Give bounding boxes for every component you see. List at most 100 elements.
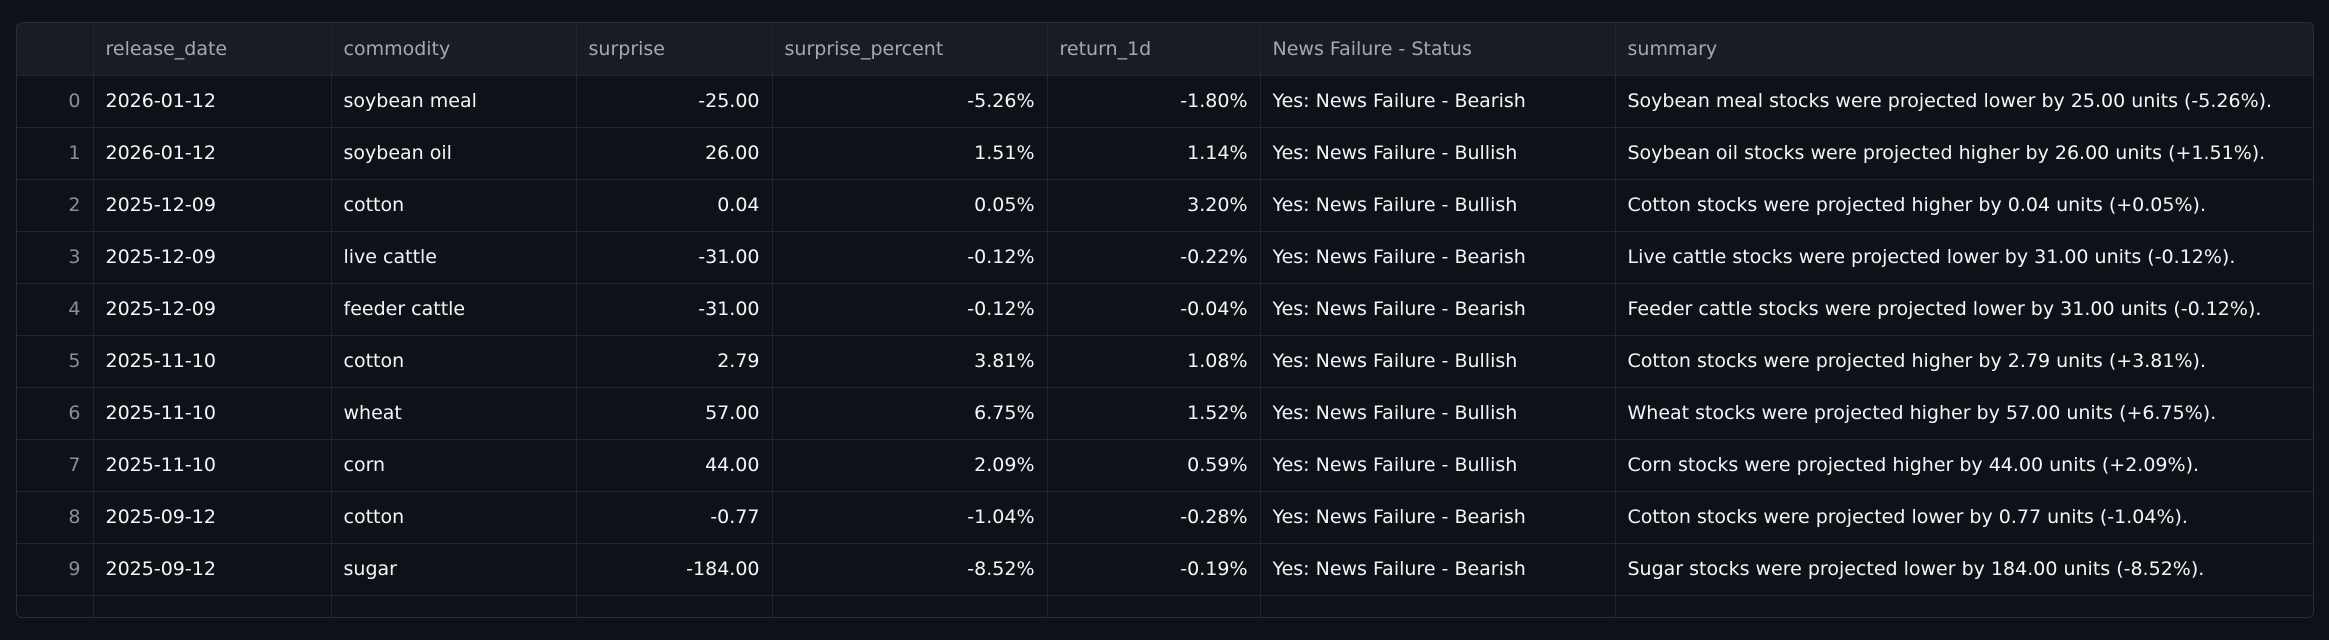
table-cell: 2025-09-12 — [93, 491, 332, 544]
table-cell: Feeder cattle stocks were projected lowe… — [1615, 283, 2313, 336]
empty-cell — [1615, 595, 2313, 617]
table-cell: Yes: News Failure - Bullish — [1260, 335, 1616, 388]
table-cell: live cattle — [331, 231, 577, 284]
table-cell: -0.12% — [772, 283, 1048, 336]
table-cell: Yes: News Failure - Bearish — [1260, 75, 1616, 128]
table-cell: 3.20% — [1047, 179, 1261, 232]
table-cell: Soybean oil stocks were projected higher… — [1615, 127, 2313, 180]
table-cell: feeder cattle — [331, 283, 577, 336]
table-row: 8 2025-09-12 cotton -0.77 -1.04% -0.28% Yes: N… — [17, 491, 2313, 544]
table-cell: -0.22% — [1047, 231, 1261, 284]
table-cell: -25.00 — [576, 75, 773, 128]
table-row: 1 2026-01-12 soybean oil 26.00 1.51% 1.14% Yes… — [17, 127, 2313, 180]
row-index: 8 — [17, 491, 94, 544]
table-row: 3 2025-12-09 live cattle -31.00 -0.12% -0.22%… — [17, 231, 2313, 284]
row-index: 1 — [17, 127, 94, 180]
empty-cell — [93, 595, 332, 617]
table-cell: Soybean meal stocks were projected lower… — [1615, 75, 2313, 128]
table-cell: -0.19% — [1047, 543, 1261, 596]
table-cell: Yes: News Failure - Bullish — [1260, 387, 1616, 440]
table-cell: 2025-11-10 — [93, 335, 332, 388]
table-cell: -1.04% — [772, 491, 1048, 544]
table-cell: 2025-12-09 — [93, 283, 332, 336]
table-cell: soybean meal — [331, 75, 577, 128]
empty-cell — [1260, 595, 1616, 617]
table-cell: Yes: News Failure - Bullish — [1260, 439, 1616, 492]
table-cell: Yes: News Failure - Bearish — [1260, 543, 1616, 596]
table-row: 0 2026-01-12 soybean meal -25.00 -5.26% -1.80… — [17, 75, 2313, 128]
table-cell: Cotton stocks were projected higher by 2… — [1615, 335, 2313, 388]
table-cell: corn — [331, 439, 577, 492]
table-cell: sugar — [331, 543, 577, 596]
column-header: summary — [1615, 23, 2313, 76]
index-header — [17, 23, 94, 76]
empty-cell — [772, 595, 1048, 617]
table-cell: -1.80% — [1047, 75, 1261, 128]
table-cell: 2025-11-10 — [93, 439, 332, 492]
table-cell: Yes: News Failure - Bearish — [1260, 231, 1616, 284]
column-header: release_date — [93, 23, 332, 76]
empty-cell — [331, 595, 577, 617]
table-cell: Corn stocks were projected higher by 44.… — [1615, 439, 2313, 492]
table-cell: -0.77 — [576, 491, 773, 544]
dataframe: release_date commodity surprise surprise_pe… — [16, 22, 2314, 618]
table-cell: 1.52% — [1047, 387, 1261, 440]
table-cell: Wheat stocks were projected higher by 57… — [1615, 387, 2313, 440]
table-row: 9 2025-09-12 sugar -184.00 -8.52% -0.19% Yes: … — [17, 543, 2313, 596]
row-index: 2 — [17, 179, 94, 232]
table-cell: -31.00 — [576, 231, 773, 284]
table-cell: -0.04% — [1047, 283, 1261, 336]
table-cell: -0.28% — [1047, 491, 1261, 544]
table-cell: 2026-01-12 — [93, 75, 332, 128]
column-header: commodity — [331, 23, 577, 76]
table-cell: 0.05% — [772, 179, 1048, 232]
table-cell: cotton — [331, 335, 577, 388]
table-row: 6 2025-11-10 wheat 57.00 6.75% 1.52% Yes: News… — [17, 387, 2313, 440]
table-cell: 3.81% — [772, 335, 1048, 388]
data-table: release_date commodity surprise surprise_pe… — [17, 23, 2313, 617]
row-index: 0 — [17, 75, 94, 128]
table-row: 4 2025-12-09 feeder cattle -31.00 -0.12% -0.0… — [17, 283, 2313, 336]
table-cell: 2025-12-09 — [93, 231, 332, 284]
empty-cell — [1047, 595, 1261, 617]
table-cell: 0.59% — [1047, 439, 1261, 492]
table-row: 2 2025-12-09 cotton 0.04 0.05% 3.20% Yes: News… — [17, 179, 2313, 232]
row-index: 7 — [17, 439, 94, 492]
row-index: 4 — [17, 283, 94, 336]
header-row: release_date commodity surprise surprise_pe… — [17, 23, 2313, 76]
table-cell: 2025-12-09 — [93, 179, 332, 232]
table-cell: soybean oil — [331, 127, 577, 180]
column-header: return_1d — [1047, 23, 1261, 76]
table-cell: 2.79 — [576, 335, 773, 388]
table-cell: -184.00 — [576, 543, 773, 596]
table-cell: 1.51% — [772, 127, 1048, 180]
table-body: 0 2026-01-12 soybean meal -25.00 -5.26% -1.80… — [17, 75, 2313, 617]
table-cell: Cotton stocks were projected lower by 0.… — [1615, 491, 2313, 544]
table-cell: 2025-11-10 — [93, 387, 332, 440]
table-cell: Live cattle stocks were projected lower … — [1615, 231, 2313, 284]
table-cell: Sugar stocks were projected lower by 184… — [1615, 543, 2313, 596]
table-cell: -0.12% — [772, 231, 1048, 284]
table-row: 5 2025-11-10 cotton 2.79 3.81% 1.08% Yes: News… — [17, 335, 2313, 388]
table-cell: 0.04 — [576, 179, 773, 232]
table-cell: 2.09% — [772, 439, 1048, 492]
table-cell: Cotton stocks were projected higher by 0… — [1615, 179, 2313, 232]
row-index: 6 — [17, 387, 94, 440]
clipped-row — [17, 595, 2313, 617]
table-cell: 6.75% — [772, 387, 1048, 440]
table-cell: -31.00 — [576, 283, 773, 336]
table-cell: 1.08% — [1047, 335, 1261, 388]
table-cell: wheat — [331, 387, 577, 440]
row-index: 3 — [17, 231, 94, 284]
table-cell: Yes: News Failure - Bearish — [1260, 283, 1616, 336]
table-cell: Yes: News Failure - Bullish — [1260, 127, 1616, 180]
table-cell: -5.26% — [772, 75, 1048, 128]
table-cell: 57.00 — [576, 387, 773, 440]
column-header: surprise_percent — [772, 23, 1048, 76]
row-index: 9 — [17, 543, 94, 596]
empty-cell — [17, 595, 94, 617]
table-cell: 2025-09-12 — [93, 543, 332, 596]
empty-cell — [576, 595, 773, 617]
table-cell: -8.52% — [772, 543, 1048, 596]
table-cell: 1.14% — [1047, 127, 1261, 180]
